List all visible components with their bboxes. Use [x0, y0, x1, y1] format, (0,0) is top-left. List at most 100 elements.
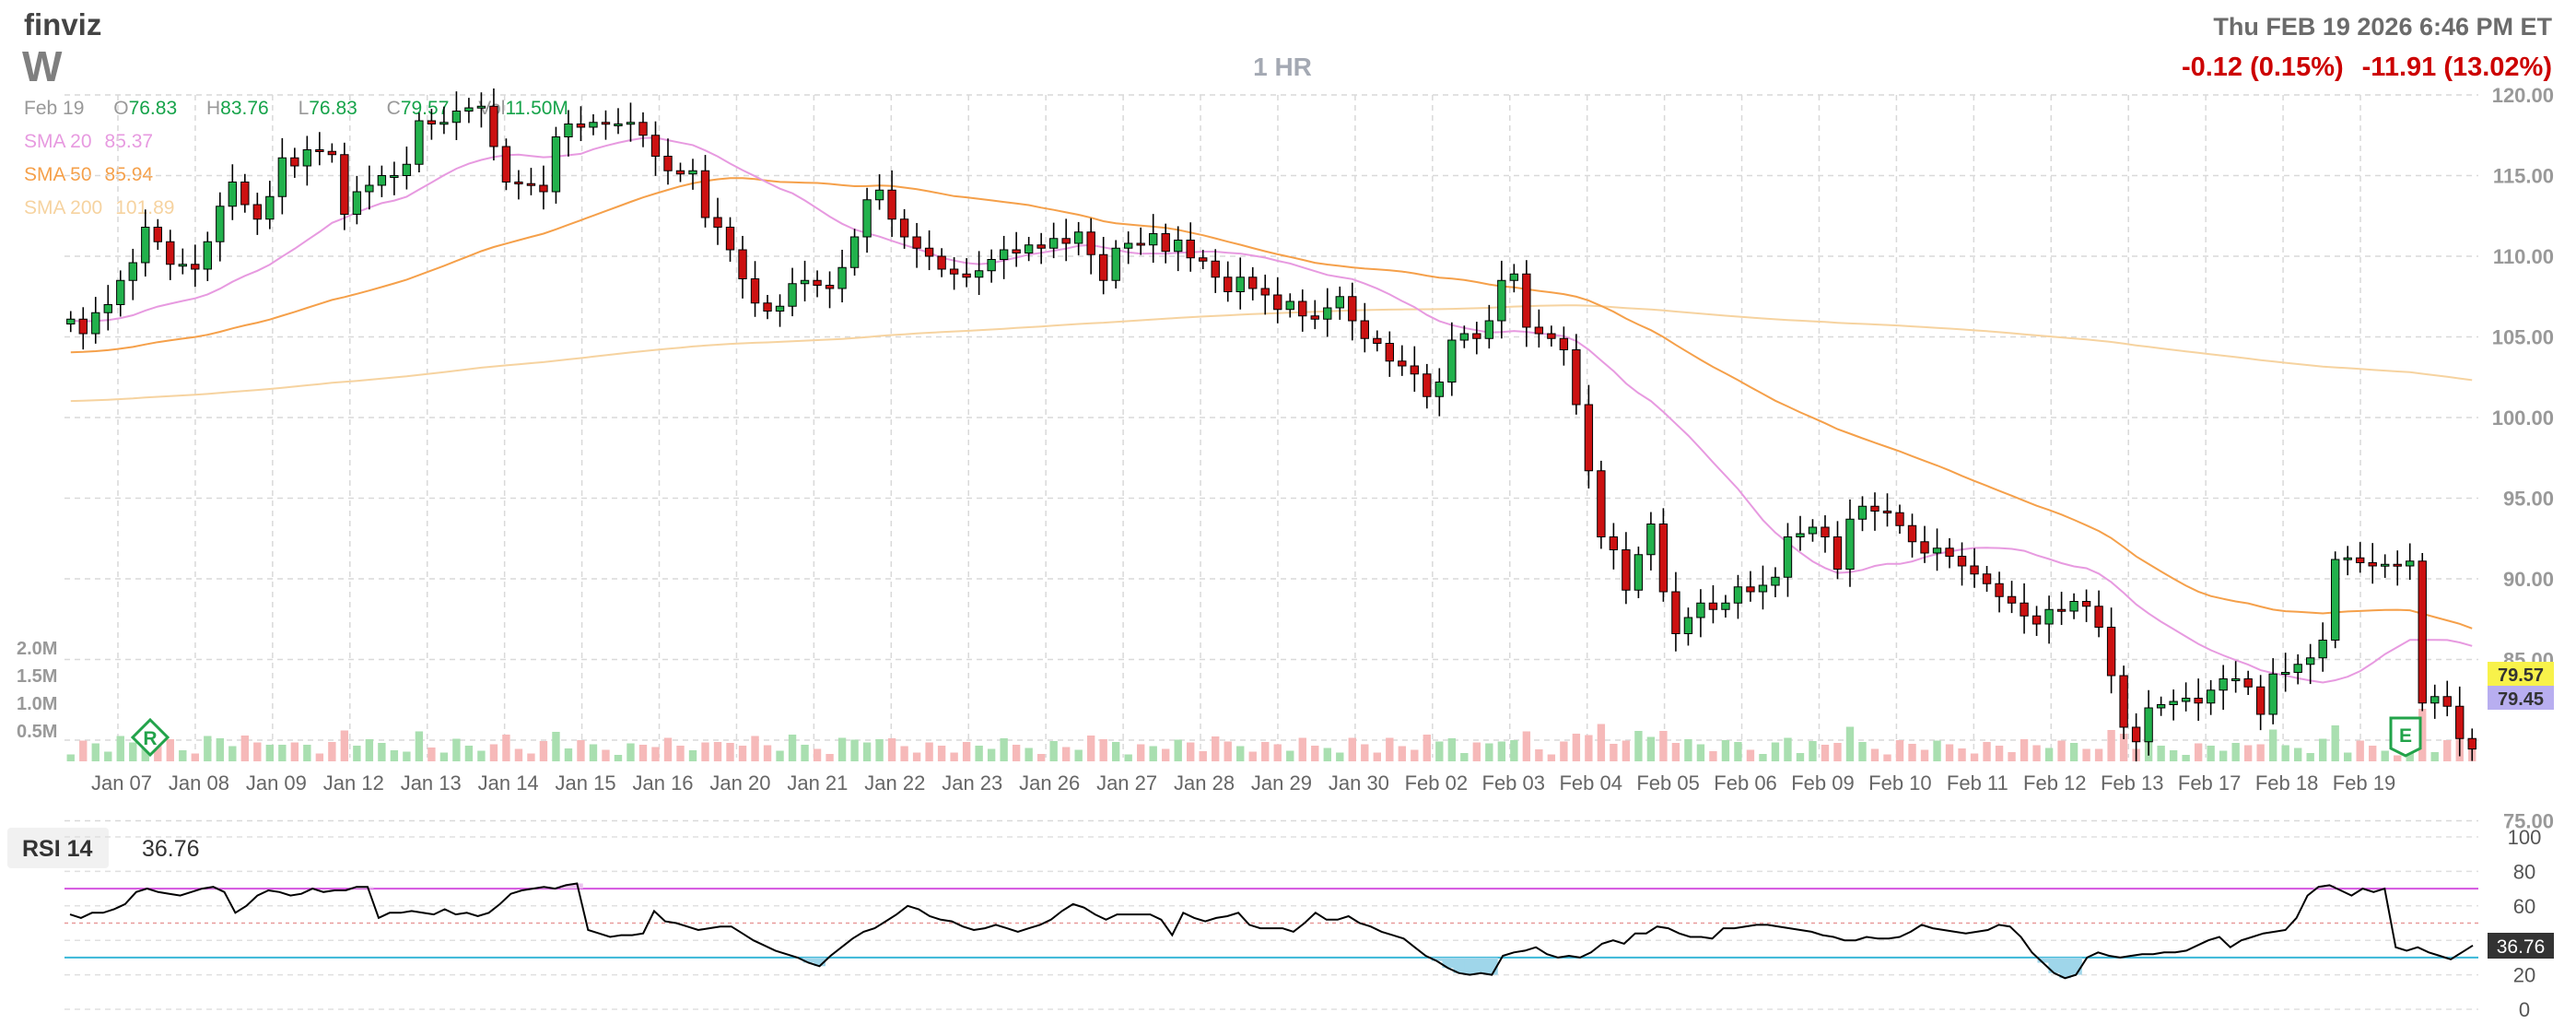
volume-bar: [2381, 750, 2389, 761]
candle-down: [1423, 373, 1432, 397]
volume-bar: [738, 746, 747, 761]
volume-bar: [427, 748, 436, 761]
volume-bar: [1821, 745, 1830, 761]
candle-up: [203, 241, 212, 270]
candle-up: [128, 262, 137, 281]
candle-up: [2268, 673, 2277, 715]
candle-up: [228, 182, 238, 207]
volume-bar: [1958, 748, 1966, 761]
volume-bar: [477, 750, 486, 761]
candle-down: [2393, 563, 2402, 567]
volume-bar: [1671, 743, 1680, 761]
ohlc-open-label: O: [113, 98, 128, 119]
ohlc-open: 76.83: [129, 98, 178, 119]
candle-down: [1708, 602, 1718, 610]
candle-up: [66, 318, 76, 324]
date-tick-label: Jan 28: [1174, 771, 1235, 795]
volume-bar: [1933, 740, 1941, 761]
finviz-logo[interactable]: finviz: [24, 7, 101, 41]
volume-bar: [1646, 736, 1656, 761]
date-tick-label: Jan 08: [169, 771, 229, 795]
candle-down: [1957, 556, 1967, 567]
volume-bar: [1099, 739, 1107, 761]
rsi-tick-label: 100: [2508, 826, 2542, 849]
volume-bar: [1236, 746, 1245, 761]
candle-up: [1285, 300, 1294, 311]
price-tick-label: 110.00: [2493, 245, 2554, 268]
volume-bar: [1870, 748, 1879, 761]
moving-averages: [70, 136, 2473, 684]
candle-down: [1211, 260, 1220, 278]
candle-up: [2169, 700, 2178, 705]
volume-bar: [1572, 734, 1581, 761]
candle-down: [1746, 586, 1755, 593]
candle-down: [962, 273, 971, 278]
sma50-legend[interactable]: SMA 50 85.94: [24, 164, 153, 185]
r-marker[interactable]: R: [130, 717, 170, 758]
sma20-legend[interactable]: SMA 20 85.37: [24, 131, 153, 152]
candle-down: [240, 182, 250, 206]
volume-bar: [191, 753, 199, 761]
volume-tick-label: 0.5M: [17, 722, 57, 742]
volume-tick-label: 2.0M: [17, 639, 57, 659]
sma200-legend[interactable]: SMA 200 101.89: [24, 197, 174, 218]
sma20-label: SMA 20: [24, 131, 92, 152]
candle-down: [738, 249, 747, 279]
volume-bar: [439, 752, 449, 761]
date-tick-label: Feb 11: [1947, 771, 2008, 795]
candle-up: [2044, 608, 2054, 625]
volume-bar: [1187, 742, 1195, 761]
candle-down: [1671, 591, 1680, 634]
date-tick-label: Jan 26: [1019, 771, 1080, 795]
candle-down: [539, 184, 548, 193]
volume-bar: [2443, 740, 2452, 761]
date-tick-label: Jan 21: [787, 771, 848, 795]
earnings-marker[interactable]: E: [2389, 716, 2422, 758]
candle-up: [2343, 557, 2352, 560]
volume-bar: [1696, 744, 1705, 761]
volume-bar: [2281, 745, 2289, 761]
candle-down: [750, 278, 760, 304]
date-tick-label: Feb 04: [1559, 771, 1622, 795]
date-tick-label: Jan 22: [864, 771, 925, 795]
rsi-label-box[interactable]: [7, 828, 109, 868]
rsi-oversold-fill: [2070, 957, 2082, 975]
volume-bar: [2082, 748, 2090, 761]
volume-bar: [1074, 749, 1083, 761]
volume-bar: [1746, 749, 1755, 761]
candle-up: [415, 120, 424, 165]
candle-up: [1111, 247, 1120, 281]
volume-bar: [79, 740, 88, 761]
candle-down: [1920, 541, 1929, 554]
volume-bar: [663, 737, 673, 761]
candlesticks[interactable]: [66, 88, 2476, 762]
date-tick-label: Feb 17: [2178, 771, 2242, 795]
candle-up: [402, 163, 412, 176]
price-axis[interactable]: 120.00 115.00 110.00 105.00 100.00 95.00 90.00…: [17, 84, 2554, 833]
volume-bar: [1597, 724, 1606, 761]
rsi-oversold-fill: [814, 957, 825, 967]
volume-bar: [2430, 752, 2439, 761]
candle-down: [1373, 337, 1382, 344]
candle-down: [2106, 627, 2116, 677]
volume-bar: [651, 747, 660, 761]
volume-bar: [1311, 746, 1319, 761]
candle-down: [725, 227, 735, 251]
volume-bar: [1348, 737, 1356, 761]
candle-down: [937, 255, 946, 270]
candle-up: [1024, 244, 1034, 253]
date-tick-label: Feb 09: [1791, 771, 1855, 795]
candle-down: [1298, 300, 1307, 317]
volume-bar: [228, 746, 237, 761]
volume-bar: [2293, 748, 2302, 761]
candle-up: [1149, 233, 1158, 246]
volume-bar: [1809, 741, 1817, 761]
volume-bar: [2231, 743, 2240, 761]
candle-down: [1870, 505, 1879, 512]
timeframe-label[interactable]: 1 HR: [1253, 53, 1312, 81]
volume-bar: [1485, 743, 1493, 761]
volume-bar: [962, 742, 971, 761]
volume-bar: [390, 750, 399, 761]
volume-bar: [688, 750, 697, 761]
